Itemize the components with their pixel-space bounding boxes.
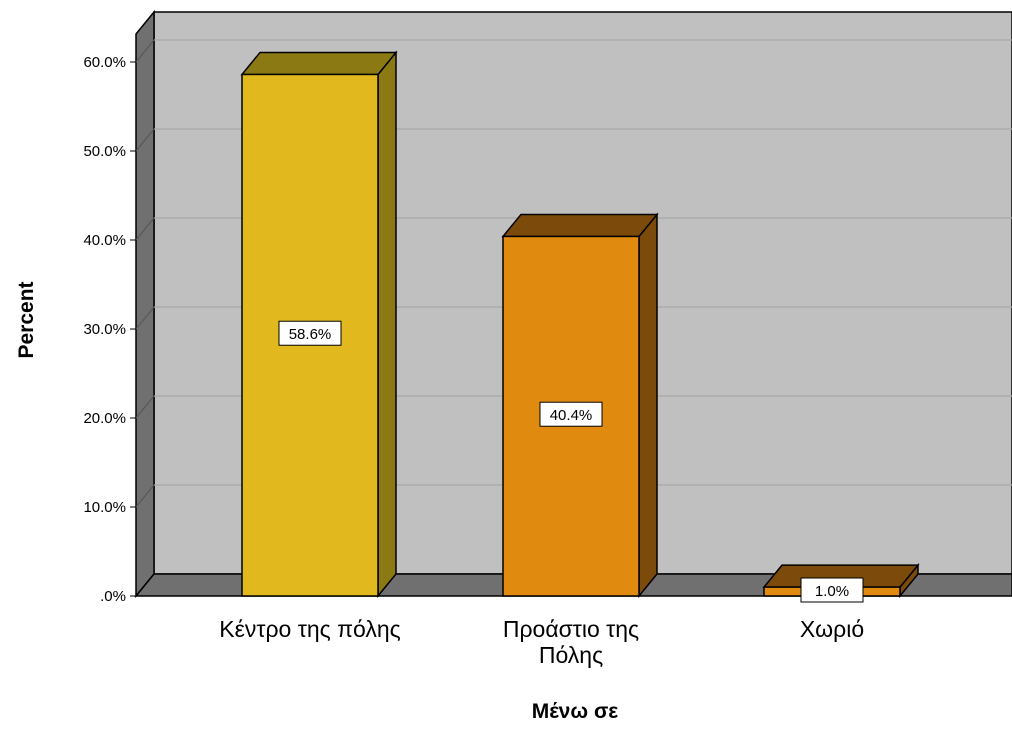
data-label: 58.6% (289, 326, 332, 343)
data-label-box (800, 577, 864, 603)
data-label: 1.0% (815, 583, 849, 600)
y-axis-title: Percent (15, 281, 38, 358)
data-label: 40.4% (550, 407, 593, 424)
bar-group: 1.0% (762, 562, 920, 603)
y-tick-label: 30.0% (83, 321, 126, 338)
bar-top (240, 51, 398, 76)
gridline-depth (135, 306, 155, 330)
gridline-depth (135, 484, 155, 508)
data-label-box (278, 320, 342, 346)
gridline-depth (135, 39, 155, 63)
x-tick-label: Κέντρο της πόλης (219, 616, 400, 642)
y-tick-label: 50.0% (83, 143, 126, 160)
left-wall (135, 9, 155, 599)
y-axis-ticks: .0% 10.0% 20.0% 30.0% 40.0% 50.0% 60.0% (83, 54, 136, 605)
x-axis-categories: Κέντρο της πόλης Προάστιο της Πόλης Χωριό (219, 616, 864, 668)
bar-side (638, 212, 658, 599)
bar-top (501, 213, 659, 238)
x-tick-label: Χωριό (800, 616, 864, 642)
bar-side (377, 50, 397, 599)
y-tick-label: .0% (100, 588, 126, 605)
y-tick-label: 60.0% (83, 54, 126, 71)
gridline-depth (135, 217, 155, 241)
x-tick-label: Προάστιο της Πόλης (503, 616, 639, 668)
bar (502, 235, 640, 597)
gridline-depth (135, 395, 155, 419)
x-axis-title: Μένω σε (532, 700, 619, 723)
gridline-depth (135, 128, 155, 152)
bar-group: 40.4% (501, 212, 659, 599)
bars: 58.6% 40.4% 1.0% (240, 50, 920, 603)
y-tick-label: 10.0% (83, 499, 126, 516)
data-label-box (539, 401, 603, 427)
y-tick-label: 20.0% (83, 410, 126, 427)
bar-group: 58.6% (240, 50, 398, 599)
y-tick-label: 40.0% (83, 232, 126, 249)
